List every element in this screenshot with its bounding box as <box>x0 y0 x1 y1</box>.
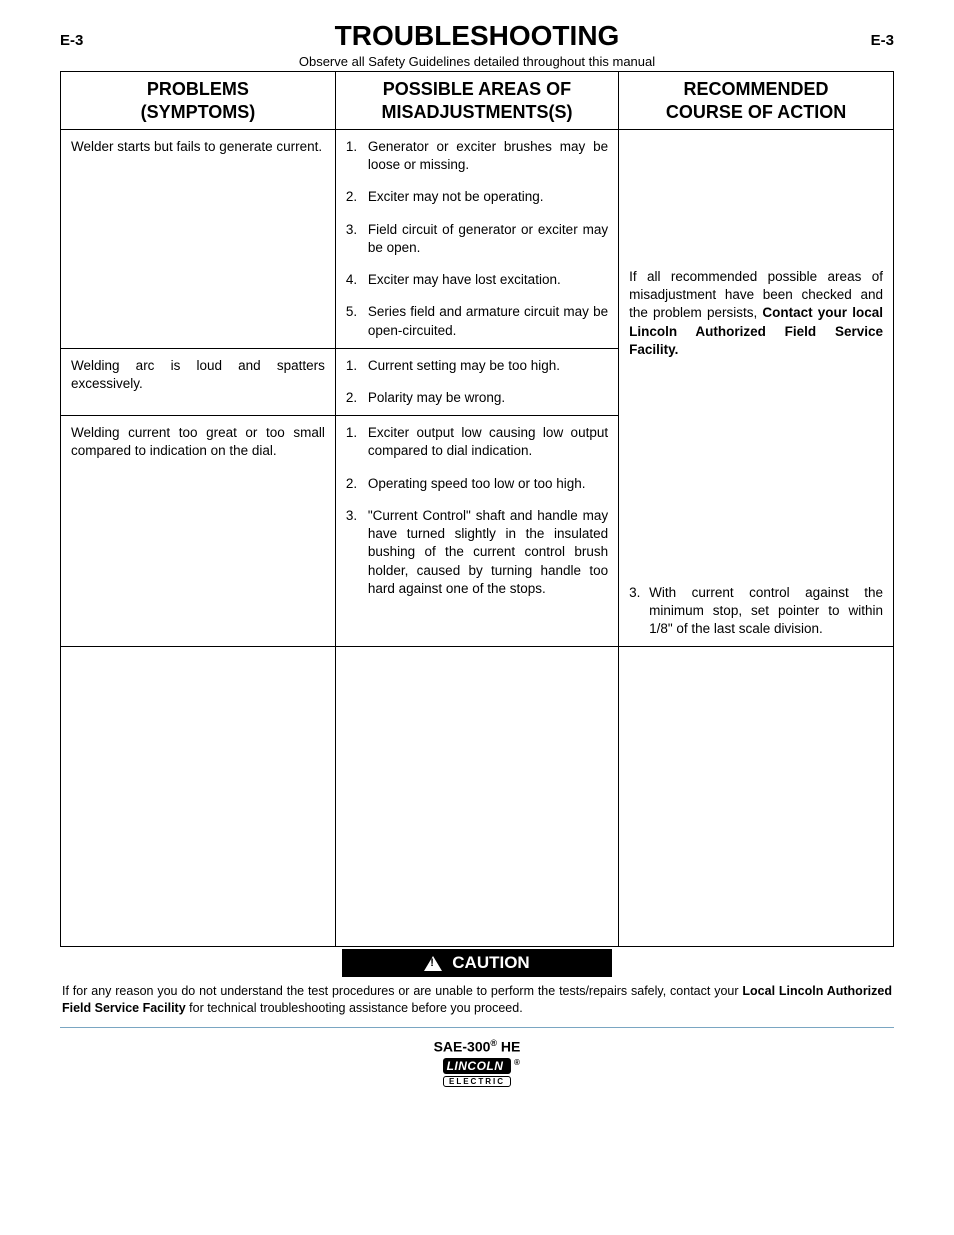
problem-cell-3: Welding current too great or too small c… <box>61 416 336 647</box>
header-row: E-3 TROUBLESHOOTING E-3 <box>60 20 894 52</box>
problem-cell-1: Welder starts but fails to generate curr… <box>61 130 336 349</box>
header-rec-line1: RECOMMENDED <box>623 78 889 101</box>
cause-text: Field circuit of generator or exciter ma… <box>368 221 608 257</box>
caution-label: CAUTION <box>452 953 529 973</box>
cause-text: "Current Control" shaft and handle may h… <box>368 507 608 598</box>
table-header-row: PROBLEMS (SYMPTOMS) POSSIBLE AREAS OF MI… <box>61 72 894 130</box>
header-problems-line1: PROBLEMS <box>65 78 331 101</box>
page-number-left: E-3 <box>60 32 83 49</box>
page-title: TROUBLESHOOTING <box>335 20 620 52</box>
header-misadj-line2: MISADJUSTMENTS(S) <box>340 101 614 124</box>
caution-paragraph: If for any reason you do not understand … <box>60 983 894 1023</box>
header-recommended: RECOMMENDED COURSE OF ACTION <box>619 72 894 130</box>
caution-pre: If for any reason you do not understand … <box>62 984 742 998</box>
causes-cell-2: 1.Current setting may be too high. 2.Pol… <box>335 348 618 415</box>
cause-text: Current setting may be too high. <box>368 357 608 375</box>
footer-model: SAE-300® HE <box>60 1038 894 1055</box>
causes-cell-3: 1.Exciter output low causing low output … <box>335 416 618 647</box>
header-misadj-line1: POSSIBLE AREAS OF <box>340 78 614 101</box>
model-post: HE <box>497 1039 520 1055</box>
safety-subtitle: Observe all Safety Guidelines detailed t… <box>60 54 894 69</box>
table-row: Welder starts but fails to generate curr… <box>61 130 894 349</box>
footer: SAE-300® HE LINCOLN ELECTRIC <box>60 1038 894 1089</box>
cause-text: Exciter output low causing low output co… <box>368 424 608 460</box>
header-rec-line2: COURSE OF ACTION <box>623 101 889 124</box>
footer-divider <box>60 1027 894 1028</box>
table-row: Welding current too great or too small c… <box>61 416 894 647</box>
troubleshooting-table: PROBLEMS (SYMPTOMS) POSSIBLE AREAS OF MI… <box>60 71 894 947</box>
logo-electric: ELECTRIC <box>443 1076 511 1087</box>
header-problems: PROBLEMS (SYMPTOMS) <box>61 72 336 130</box>
empty-cell <box>61 647 336 947</box>
cause-text: Exciter may have lost excitation. <box>368 271 608 289</box>
cause-text: Series field and armature circuit may be… <box>368 303 608 339</box>
cause-text: Exciter may not be operating. <box>368 188 608 206</box>
caution-bar: CAUTION <box>342 949 612 977</box>
cause-text: Operating speed too low or too high. <box>368 475 608 493</box>
logo-lincoln: LINCOLN <box>443 1058 512 1074</box>
cause-text: Generator or exciter brushes may be loos… <box>368 138 608 174</box>
lincoln-logo: LINCOLN ELECTRIC <box>443 1057 512 1087</box>
page-number-right: E-3 <box>871 32 894 49</box>
header-problems-line2: (SYMPTOMS) <box>65 101 331 124</box>
action-text: With current control against the minimum… <box>649 584 883 639</box>
caution-post: for technical troubleshooting assistance… <box>186 1001 523 1015</box>
warning-triangle-icon <box>424 956 442 971</box>
empty-cell <box>619 647 894 947</box>
problem-cell-2: Welding arc is loud and spatters excessi… <box>61 348 336 415</box>
table-row-empty <box>61 647 894 947</box>
recommended-cell-3: 3. With current control against the mini… <box>619 416 894 647</box>
causes-cell-1: 1.Generator or exciter brushes may be lo… <box>335 130 618 349</box>
header-misadjustments: POSSIBLE AREAS OF MISADJUSTMENTS(S) <box>335 72 618 130</box>
action-num: 3. <box>629 584 649 639</box>
empty-cell <box>335 647 618 947</box>
cause-text: Polarity may be wrong. <box>368 389 608 407</box>
recommended-cell-general: If all recommended possible areas of mis… <box>619 130 894 416</box>
model-pre: SAE-300 <box>434 1039 491 1055</box>
